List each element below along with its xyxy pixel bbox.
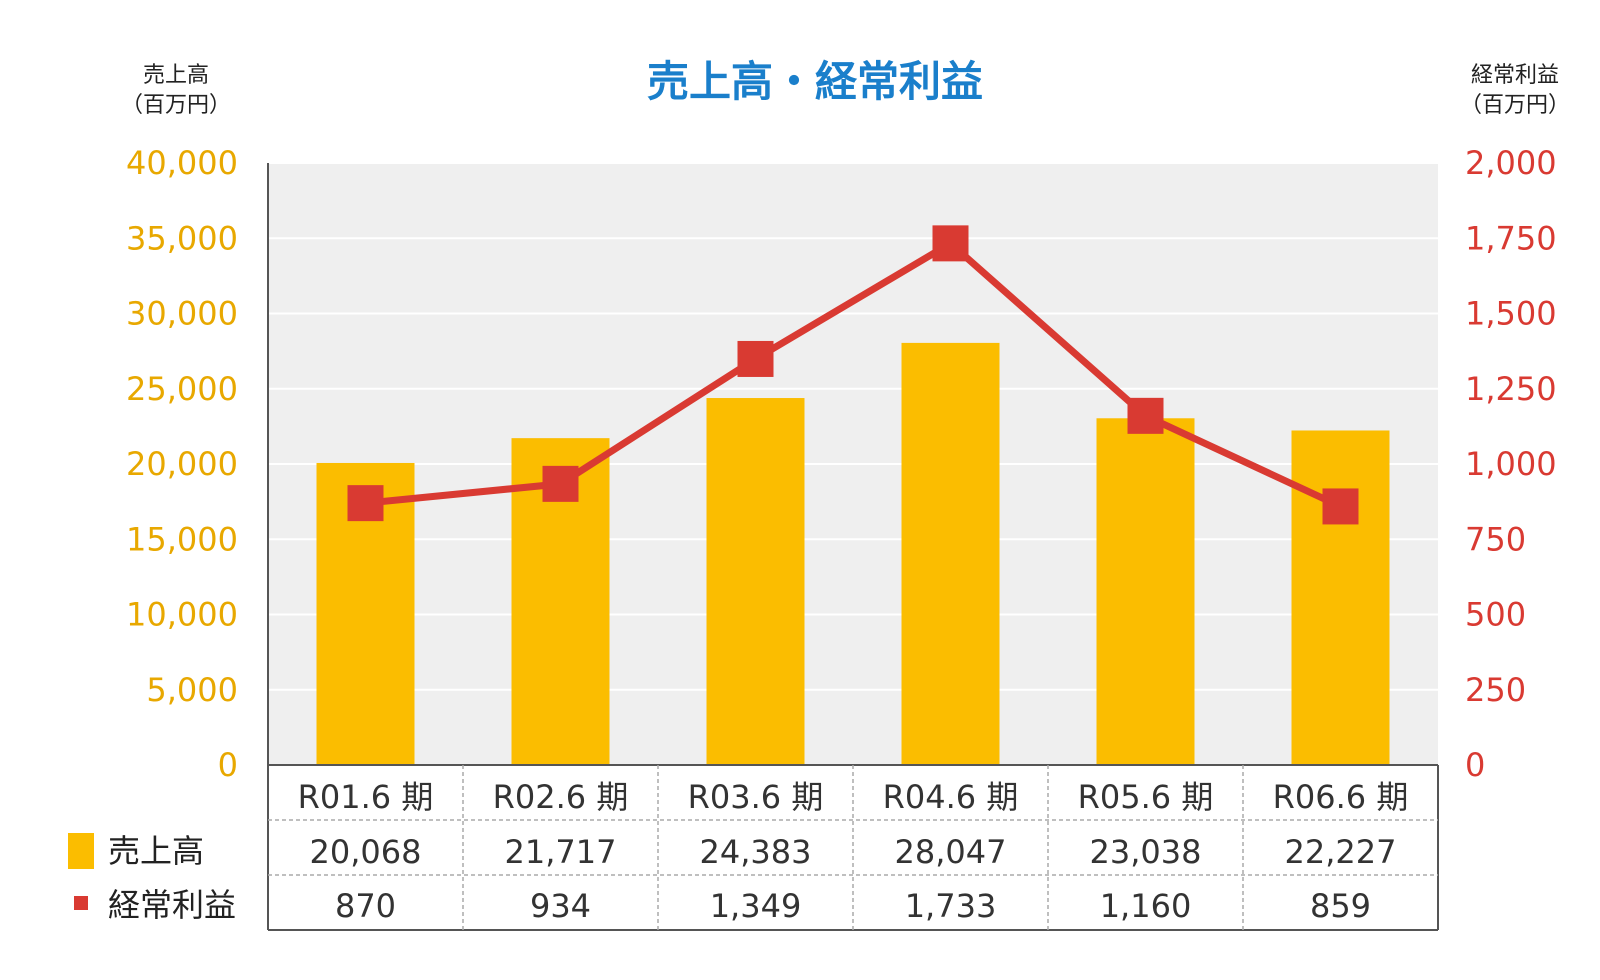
category-label: R02.6 期 bbox=[493, 778, 629, 816]
right-tick-label: 1,250 bbox=[1465, 370, 1557, 408]
line-point bbox=[347, 485, 384, 522]
bar-series bbox=[316, 342, 1390, 765]
right-tick-label: 1,750 bbox=[1465, 219, 1557, 257]
profit-value-label: 934 bbox=[530, 887, 591, 925]
right-tick-label: 250 bbox=[1465, 671, 1526, 709]
chart-title: 売上高・経常利益 bbox=[647, 57, 983, 106]
profit-value-label: 1,160 bbox=[1100, 887, 1192, 925]
line-point bbox=[542, 465, 579, 502]
profit-value-label: 1,349 bbox=[710, 887, 802, 925]
bar bbox=[706, 398, 805, 765]
right-axis-ticks: 0 250 500 750 1,000 1,250 1,500 1,750 2,000 bbox=[1465, 144, 1557, 784]
sales-value-label: 28,047 bbox=[895, 833, 1007, 871]
right-tick-label: 2,000 bbox=[1465, 144, 1557, 182]
profit-value-label: 870 bbox=[335, 887, 396, 925]
left-tick-label: 35,000 bbox=[126, 219, 238, 257]
line-series bbox=[347, 225, 1359, 525]
sales-value-label: 23,038 bbox=[1090, 833, 1202, 871]
sales-value-label: 20,068 bbox=[310, 833, 422, 871]
category-label: R05.6 期 bbox=[1078, 778, 1214, 816]
sales-value-label: 24,383 bbox=[700, 833, 812, 871]
left-tick-label: 5,000 bbox=[146, 671, 238, 709]
right-axis-title-line1: 経常利益 bbox=[1471, 63, 1559, 88]
line-point bbox=[932, 225, 969, 262]
category-label: R03.6 期 bbox=[688, 778, 824, 816]
legend-swatch-sales bbox=[68, 833, 94, 869]
line-point bbox=[1322, 488, 1359, 525]
left-tick-label: 20,000 bbox=[126, 445, 238, 483]
bar bbox=[901, 342, 1000, 765]
left-tick-label: 25,000 bbox=[126, 370, 238, 408]
right-tick-label: 500 bbox=[1465, 596, 1526, 634]
data-table: R01.6 期 20,068 870 R02.6 期 21,717 934 R03.6 期 2… bbox=[267, 765, 1439, 931]
legend-label-sales: 売上高 bbox=[108, 832, 204, 870]
category-label: R01.6 期 bbox=[298, 778, 434, 816]
left-axis-title-line1: 売上高 bbox=[143, 63, 209, 88]
category-label: R06.6 期 bbox=[1273, 778, 1409, 816]
line-point bbox=[737, 340, 774, 377]
left-axis-ticks: 0 5,000 10,000 15,000 20,000 25,000 30,000 35,0… bbox=[126, 144, 238, 784]
bar bbox=[1291, 430, 1390, 765]
left-tick-label: 30,000 bbox=[126, 295, 238, 333]
bar bbox=[1096, 418, 1195, 765]
right-tick-label: 1,000 bbox=[1465, 445, 1557, 483]
gridlines bbox=[268, 162, 1438, 691]
left-axis-title-line2: （百万円） bbox=[121, 93, 231, 118]
line-path bbox=[365, 239, 1342, 510]
category-label: R04.6 期 bbox=[883, 778, 1019, 816]
left-tick-label: 10,000 bbox=[126, 596, 238, 634]
legend-label-profit: 経常利益 bbox=[108, 886, 236, 924]
line-point bbox=[1127, 397, 1164, 434]
sales-value-label: 22,227 bbox=[1285, 833, 1397, 871]
left-tick-label: 15,000 bbox=[126, 520, 238, 558]
right-axis-title-line2: （百万円） bbox=[1460, 93, 1570, 118]
profit-value-label: 1,733 bbox=[905, 887, 997, 925]
left-tick-label: 0 bbox=[218, 746, 238, 784]
right-tick-label: 0 bbox=[1465, 746, 1485, 784]
left-tick-label: 40,000 bbox=[126, 144, 238, 182]
right-tick-label: 750 bbox=[1465, 520, 1526, 558]
legend-swatch-profit bbox=[74, 896, 88, 910]
profit-value-label: 859 bbox=[1310, 887, 1371, 925]
sales-value-label: 21,717 bbox=[505, 833, 617, 871]
right-tick-label: 1,500 bbox=[1465, 295, 1557, 333]
